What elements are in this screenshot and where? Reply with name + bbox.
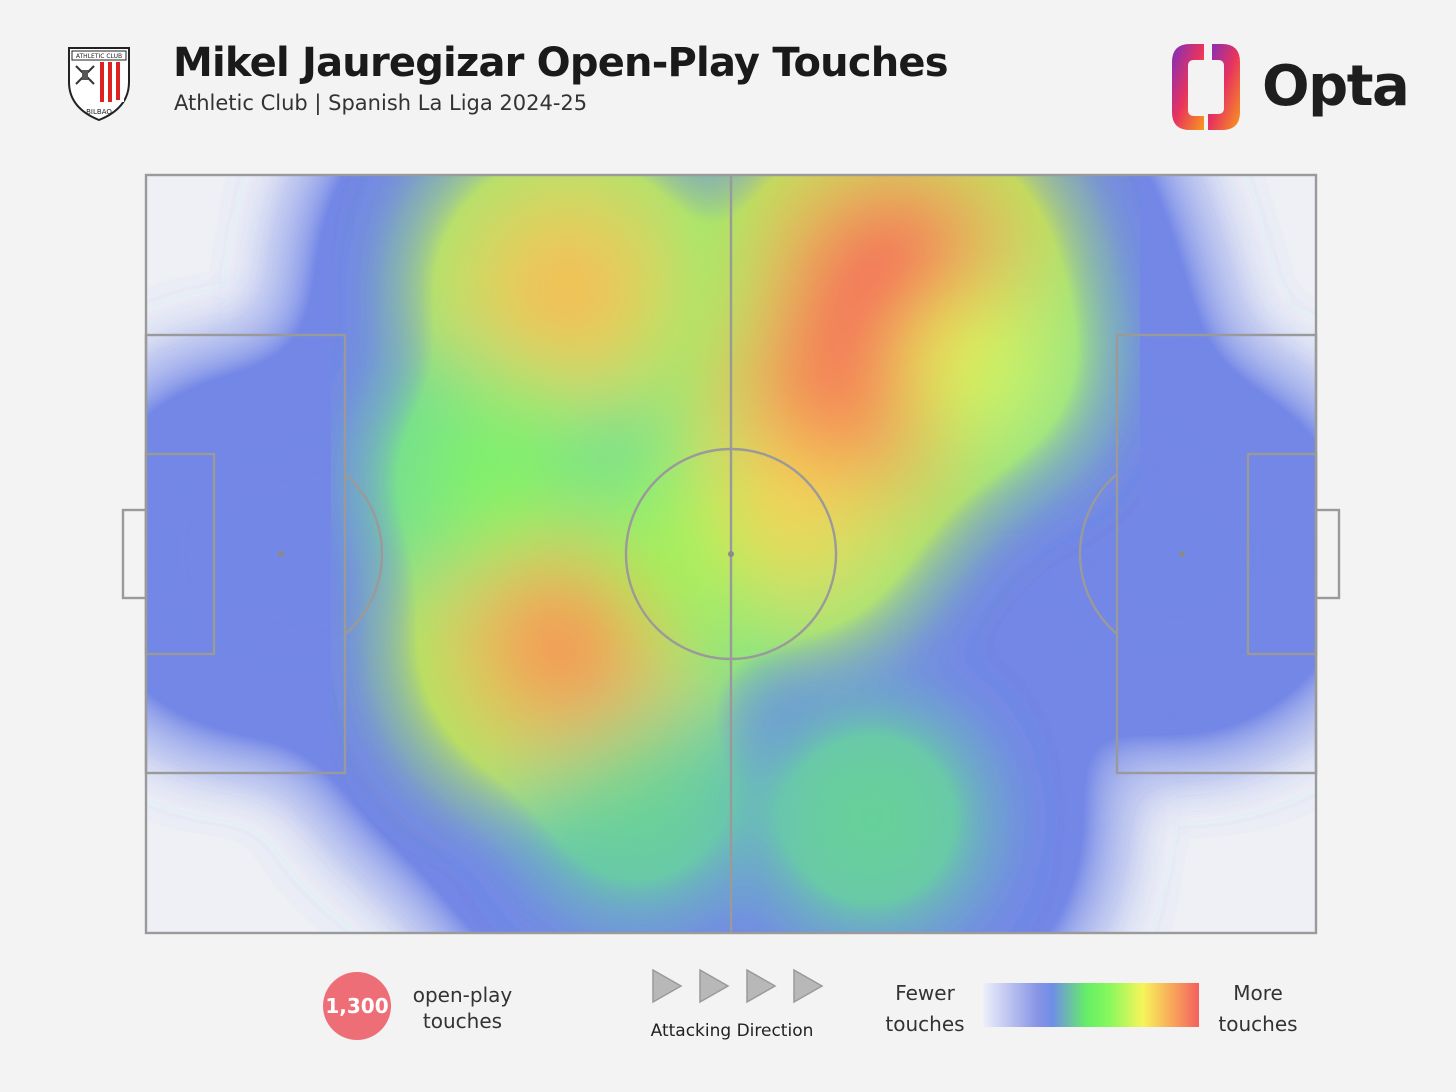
fewer-line1: Fewer — [895, 981, 955, 1005]
crest-text-bottom: BILBAO — [86, 108, 112, 116]
direction-arrow-icon — [699, 968, 730, 1004]
colorbar-high-label: More touches — [1208, 978, 1308, 1040]
left-penalty-spot — [278, 551, 284, 557]
heatmap-hotspot — [800, 748, 943, 890]
crest-text-top: ATHLETIC CLUB — [76, 53, 122, 60]
heatmap-layer — [146, 175, 1316, 933]
club-crest-icon: ATHLETIC CLUB BILBAO — [68, 47, 130, 122]
left-penalty-arc — [344, 473, 384, 635]
more-line1: More — [1233, 981, 1283, 1005]
center-spot — [728, 551, 734, 557]
right-penalty-spot — [1179, 551, 1185, 557]
right-penalty-arc — [1078, 473, 1118, 635]
direction-arrow-icon — [793, 968, 824, 1004]
more-line2: touches — [1218, 1012, 1298, 1036]
touch-count-badge: 1,300 — [323, 972, 391, 1040]
heatmap-hotspot — [487, 209, 647, 369]
center-circle — [624, 447, 838, 661]
attacking-direction-label: Attacking Direction — [650, 1021, 814, 1041]
heatmap-halo — [1001, 380, 1316, 728]
chart-title: Mikel Jauregizar Open-Play Touches — [173, 40, 949, 86]
opta-wordmark: Opta — [1262, 54, 1410, 119]
right-goal — [1314, 508, 1341, 600]
opta-logo-icon — [1172, 44, 1240, 130]
direction-arrow-icon — [746, 968, 777, 1004]
heatmap-hotspot — [714, 433, 865, 584]
count-label-line2: touches — [422, 1009, 503, 1033]
count-label: open-play touches — [405, 982, 520, 1034]
colorbar-low-label: Fewer touches — [875, 978, 975, 1040]
heatmap-hotspot — [896, 288, 1034, 426]
heatmap-hotspot — [424, 406, 570, 551]
chart-subtitle: Athletic Club | Spanish La Liga 2024-25 — [174, 91, 588, 115]
heatmap-hotspot — [476, 560, 646, 730]
count-label-line1: open-play — [412, 983, 513, 1007]
attacking-direction-arrows — [652, 968, 824, 1004]
left-goal — [121, 508, 148, 600]
fewer-line2: touches — [885, 1012, 965, 1036]
heatmap-hotspot — [566, 725, 709, 868]
heatmap-halo — [146, 380, 437, 728]
direction-arrow-icon — [652, 968, 683, 1004]
heatmap-cores — [398, 175, 1073, 905]
heatmap-colorbar — [983, 983, 1199, 1027]
